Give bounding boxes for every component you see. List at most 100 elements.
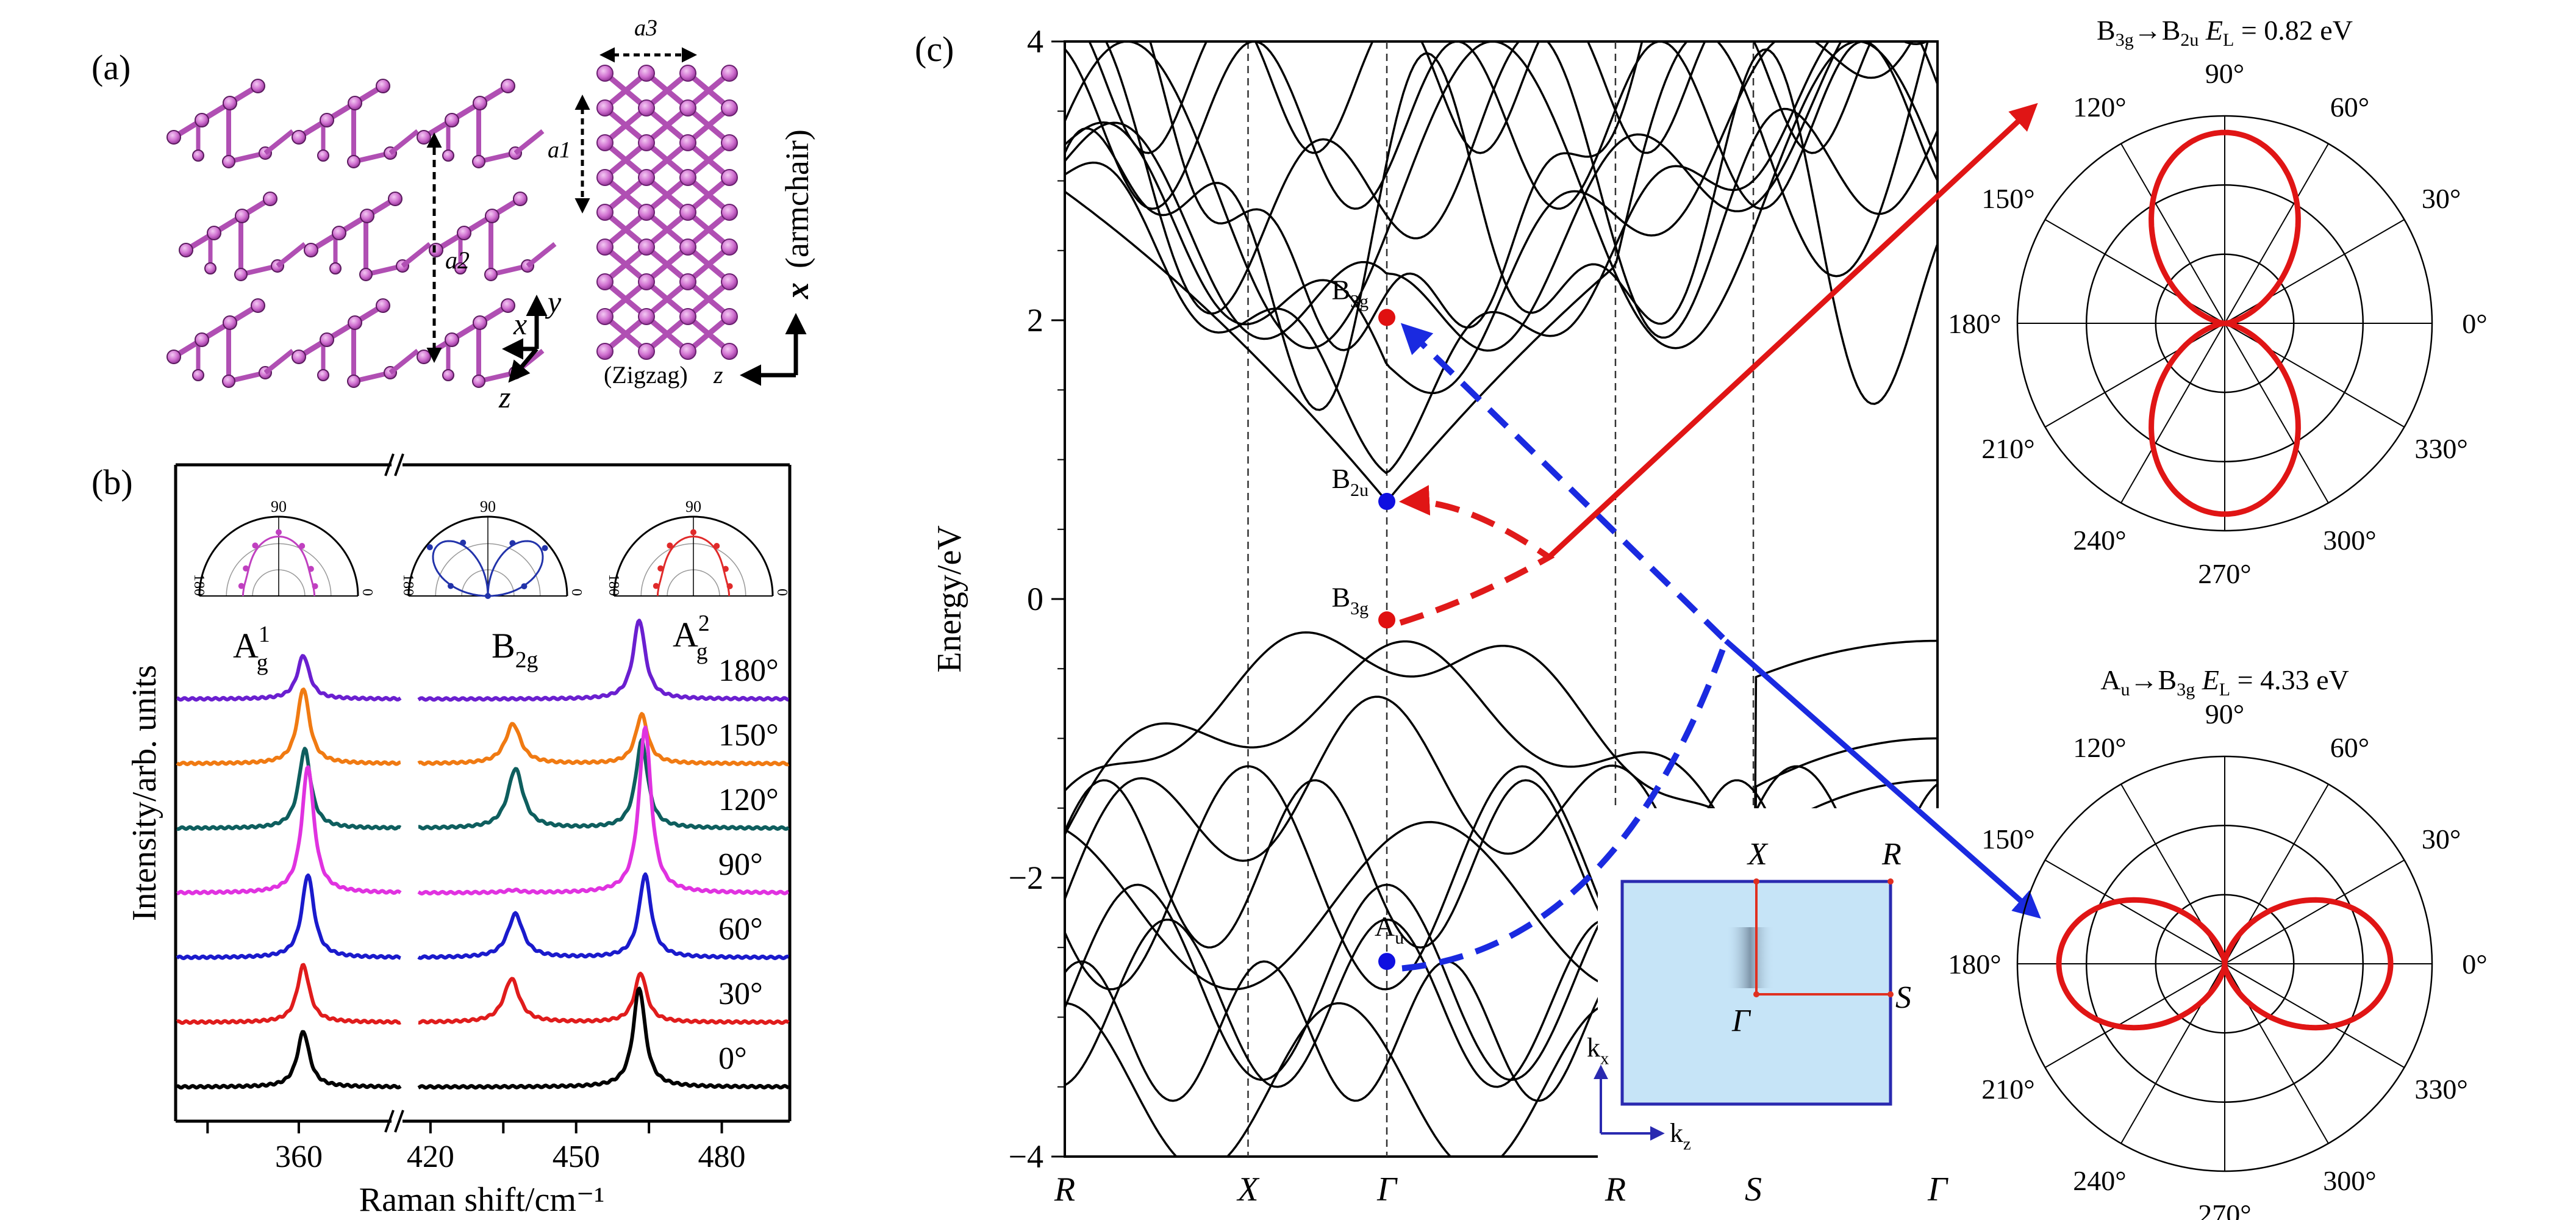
band-line bbox=[1065, 41, 1842, 352]
atom bbox=[223, 96, 237, 110]
polar-angle-label: 210° bbox=[1981, 1074, 2034, 1105]
inset-data-point bbox=[243, 565, 249, 572]
spectrum-line bbox=[418, 737, 790, 831]
inset-label-180: 180 bbox=[400, 574, 416, 596]
mode-label-Ag1: A1 g bbox=[233, 622, 270, 675]
atom bbox=[457, 226, 471, 240]
y-tick-label: −4 bbox=[1009, 1138, 1043, 1175]
bz-point bbox=[1887, 878, 1894, 884]
atom bbox=[679, 343, 696, 360]
atom bbox=[485, 209, 499, 223]
bond bbox=[603, 314, 648, 354]
atom bbox=[721, 308, 738, 325]
atom bbox=[235, 209, 249, 223]
energy-axis-title: Energy/eV bbox=[931, 525, 968, 673]
inset-polar: 90 180 0 bbox=[606, 498, 790, 597]
bond bbox=[421, 83, 511, 140]
atom bbox=[317, 369, 329, 381]
polar-angle-label: 150° bbox=[1981, 183, 2034, 214]
bond bbox=[401, 242, 432, 268]
bond bbox=[686, 314, 731, 354]
angle-label: 120° bbox=[718, 783, 779, 817]
polar-angle-label: 180° bbox=[1948, 949, 2001, 980]
band-line bbox=[1065, 41, 1929, 475]
bz-point bbox=[1887, 991, 1894, 997]
atom bbox=[195, 332, 209, 347]
atom bbox=[638, 273, 655, 290]
band-line bbox=[1751, 639, 1937, 1157]
bond bbox=[686, 210, 731, 249]
band-line bbox=[1149, 41, 1644, 351]
top-view-axes: (Zigzag) z x (armchair) bbox=[604, 129, 815, 389]
bond bbox=[645, 314, 690, 354]
bond bbox=[686, 279, 731, 319]
bond bbox=[296, 303, 386, 360]
atom bbox=[251, 298, 265, 313]
axis-x-label: x bbox=[513, 307, 527, 341]
spectrum-series: 0° bbox=[176, 986, 790, 1090]
angle-label: 180° bbox=[718, 653, 779, 688]
bz-label-X: X bbox=[1747, 837, 1769, 872]
atom bbox=[679, 134, 696, 151]
bond bbox=[603, 71, 648, 110]
brillouin-zone-inset: X R Γ Skx kz bbox=[1587, 808, 1952, 1177]
zigzag-label: (Zigzag) bbox=[604, 361, 688, 389]
atom bbox=[454, 262, 467, 274]
bz-label-S: S bbox=[1895, 980, 1911, 1015]
atom bbox=[721, 169, 738, 186]
polar-angle-label: 270° bbox=[2198, 558, 2251, 589]
band-line bbox=[1065, 765, 1937, 991]
polar-angle-label: 90° bbox=[2205, 58, 2244, 89]
axis-break-mark bbox=[394, 1110, 404, 1133]
phosphorene-layer bbox=[179, 192, 557, 281]
x-tick-label: 450 bbox=[553, 1139, 600, 1174]
axis-break-mark bbox=[384, 1110, 395, 1133]
state-label: B3g bbox=[1331, 581, 1368, 619]
polar-angle-label: 120° bbox=[2073, 92, 2126, 123]
atom bbox=[348, 315, 362, 330]
inset-data-point bbox=[690, 529, 696, 536]
spectrum-line bbox=[176, 654, 402, 702]
atom bbox=[721, 343, 738, 360]
angle-label: 0° bbox=[718, 1041, 747, 1076]
atom bbox=[317, 149, 329, 162]
mode-label-Ag2: A2 g bbox=[673, 611, 710, 664]
inset-label-180: 180 bbox=[191, 574, 207, 596]
k-point-label: Γ bbox=[1376, 1171, 1398, 1208]
side-view-layers bbox=[166, 79, 557, 388]
inset-label-90: 90 bbox=[480, 498, 496, 515]
top-x-label: x bbox=[779, 282, 815, 300]
state-marker bbox=[1378, 611, 1396, 629]
k-point-label: X bbox=[1236, 1171, 1260, 1208]
band-line bbox=[1065, 41, 1937, 350]
state-label: B3g bbox=[1331, 274, 1368, 311]
angle-label: 90° bbox=[718, 847, 763, 882]
band-line bbox=[1751, 737, 1937, 1157]
spectrum-line bbox=[418, 971, 790, 1025]
polar-angle-label: 60° bbox=[2330, 732, 2369, 763]
atom bbox=[376, 298, 390, 313]
angle-label: 150° bbox=[718, 718, 779, 753]
atom bbox=[417, 350, 431, 364]
a3-label: a3 bbox=[634, 15, 657, 41]
spectrum-line bbox=[176, 1030, 402, 1090]
atom bbox=[679, 308, 696, 325]
atom bbox=[304, 243, 318, 257]
atom bbox=[329, 262, 342, 274]
polar-angle-label: 90° bbox=[2205, 698, 2244, 730]
raman-mode-labels: A1 g B2g A2 g bbox=[233, 611, 710, 675]
polar-angle-label: 300° bbox=[2323, 1165, 2376, 1196]
atom bbox=[721, 134, 738, 151]
inset-data-point bbox=[726, 583, 733, 590]
bond bbox=[421, 303, 511, 360]
atom bbox=[501, 79, 515, 93]
bond bbox=[686, 106, 731, 145]
spectrum-series: 120° bbox=[176, 737, 790, 831]
bond bbox=[686, 245, 731, 284]
y-tick-label: 2 bbox=[1027, 302, 1043, 339]
inset-data-point bbox=[509, 540, 516, 547]
atom bbox=[679, 169, 696, 186]
bz-center-shading bbox=[1726, 927, 1775, 988]
polar-angle-label: 60° bbox=[2330, 92, 2369, 123]
atom bbox=[638, 134, 655, 151]
